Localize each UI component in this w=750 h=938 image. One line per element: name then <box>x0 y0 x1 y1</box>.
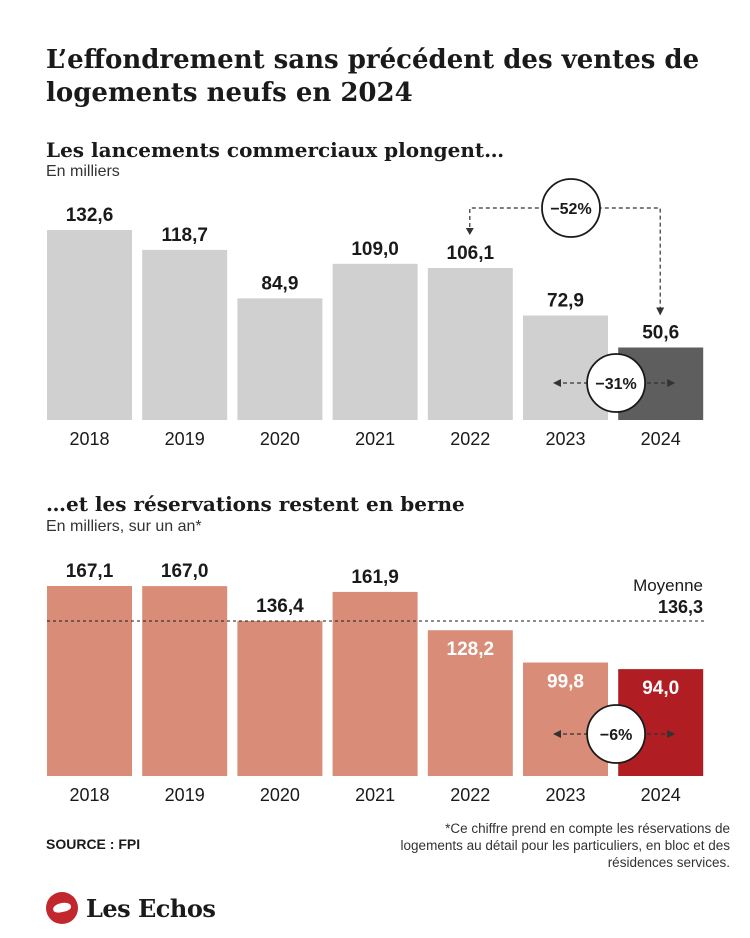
bar-2018 <box>47 586 132 776</box>
footnote: *Ce chiffre prend en compte les réservat… <box>400 821 730 870</box>
value-label-2019: 118,7 <box>161 225 208 246</box>
value-label-2019: 167,0 <box>161 561 209 582</box>
year-label-2023: 2023 <box>545 785 585 805</box>
source-label: SOURCE : FPI <box>46 836 141 852</box>
value-label-2018: 132,6 <box>66 205 114 226</box>
year-label-2021: 2021 <box>355 429 395 449</box>
year-label-2019: 2019 <box>165 429 205 449</box>
les-echos-logo-text: Les Echos <box>86 893 216 923</box>
bar-2020 <box>237 298 323 420</box>
value-label-2022: 106,1 <box>447 243 495 264</box>
bar-2019 <box>142 586 228 776</box>
bar-2022 <box>427 630 513 776</box>
change-badge-31 <box>586 353 646 413</box>
year-label-2023: 2023 <box>545 429 585 449</box>
change-badge-52 <box>541 178 601 238</box>
year-label-2020: 2020 <box>260 785 300 805</box>
chart2-unit: En milliers, sur un an* <box>46 518 202 535</box>
chart1-unit: En milliers <box>46 163 120 180</box>
year-label-2024: 2024 <box>641 429 681 449</box>
year-label-2019: 2019 <box>165 785 205 805</box>
bar-2018 <box>47 230 132 420</box>
year-label-2022: 2022 <box>450 429 490 449</box>
value-label-2021: 161,9 <box>351 567 399 588</box>
value-label-2023: 72,9 <box>547 291 584 312</box>
year-label-2021: 2021 <box>355 785 395 805</box>
value-label-2020: 84,9 <box>261 273 298 294</box>
change-badge-6 <box>586 704 646 764</box>
value-label-2022: 128,2 <box>447 639 495 660</box>
chart1-title: Les lancements commerciaux plongent… <box>46 138 505 162</box>
bar-2022 <box>427 267 513 420</box>
chart2-title: …et les réservations restent en berne <box>46 492 465 516</box>
les-echos-logo-icon <box>46 892 78 924</box>
change-label-31: −31% <box>595 376 636 393</box>
bar-2020 <box>237 620 323 776</box>
year-label-2022: 2022 <box>450 785 490 805</box>
value-label-2018: 167,1 <box>66 561 114 582</box>
arrow-head-2023 <box>553 379 561 387</box>
change-label-6: −6% <box>600 727 632 744</box>
bar-2021 <box>332 263 418 420</box>
les-echos-logo: Les Echos <box>46 890 216 926</box>
value-label-2021: 109,0 <box>351 239 399 260</box>
value-label-2020: 136,4 <box>256 596 304 617</box>
value-label-2024: 50,6 <box>642 322 679 343</box>
average-label: Moyenne <box>633 576 703 595</box>
reservations-chart: 167,1 2018 167,0 2019 136,4 2020 161,9 2021 128,… <box>47 561 705 805</box>
year-label-2018: 2018 <box>69 785 109 805</box>
arrow-head-2023 <box>553 730 561 738</box>
year-label-2020: 2020 <box>260 429 300 449</box>
arrow-head-2022 <box>465 227 474 235</box>
bar-2019 <box>142 249 228 420</box>
change-label-52: −52% <box>550 201 591 218</box>
year-label-2024: 2024 <box>641 785 681 805</box>
value-label-2024: 94,0 <box>642 678 679 699</box>
average-value: 136,3 <box>658 597 703 617</box>
main-title: L’effondrement sans précédent des ventes… <box>46 45 700 108</box>
value-label-2023: 99,8 <box>547 672 584 693</box>
launches-chart: 132,6 2018 118,7 2019 84,9 2020 109,0 2021 106,1… <box>47 178 704 449</box>
bar-2021 <box>332 591 418 776</box>
year-label-2018: 2018 <box>69 429 109 449</box>
